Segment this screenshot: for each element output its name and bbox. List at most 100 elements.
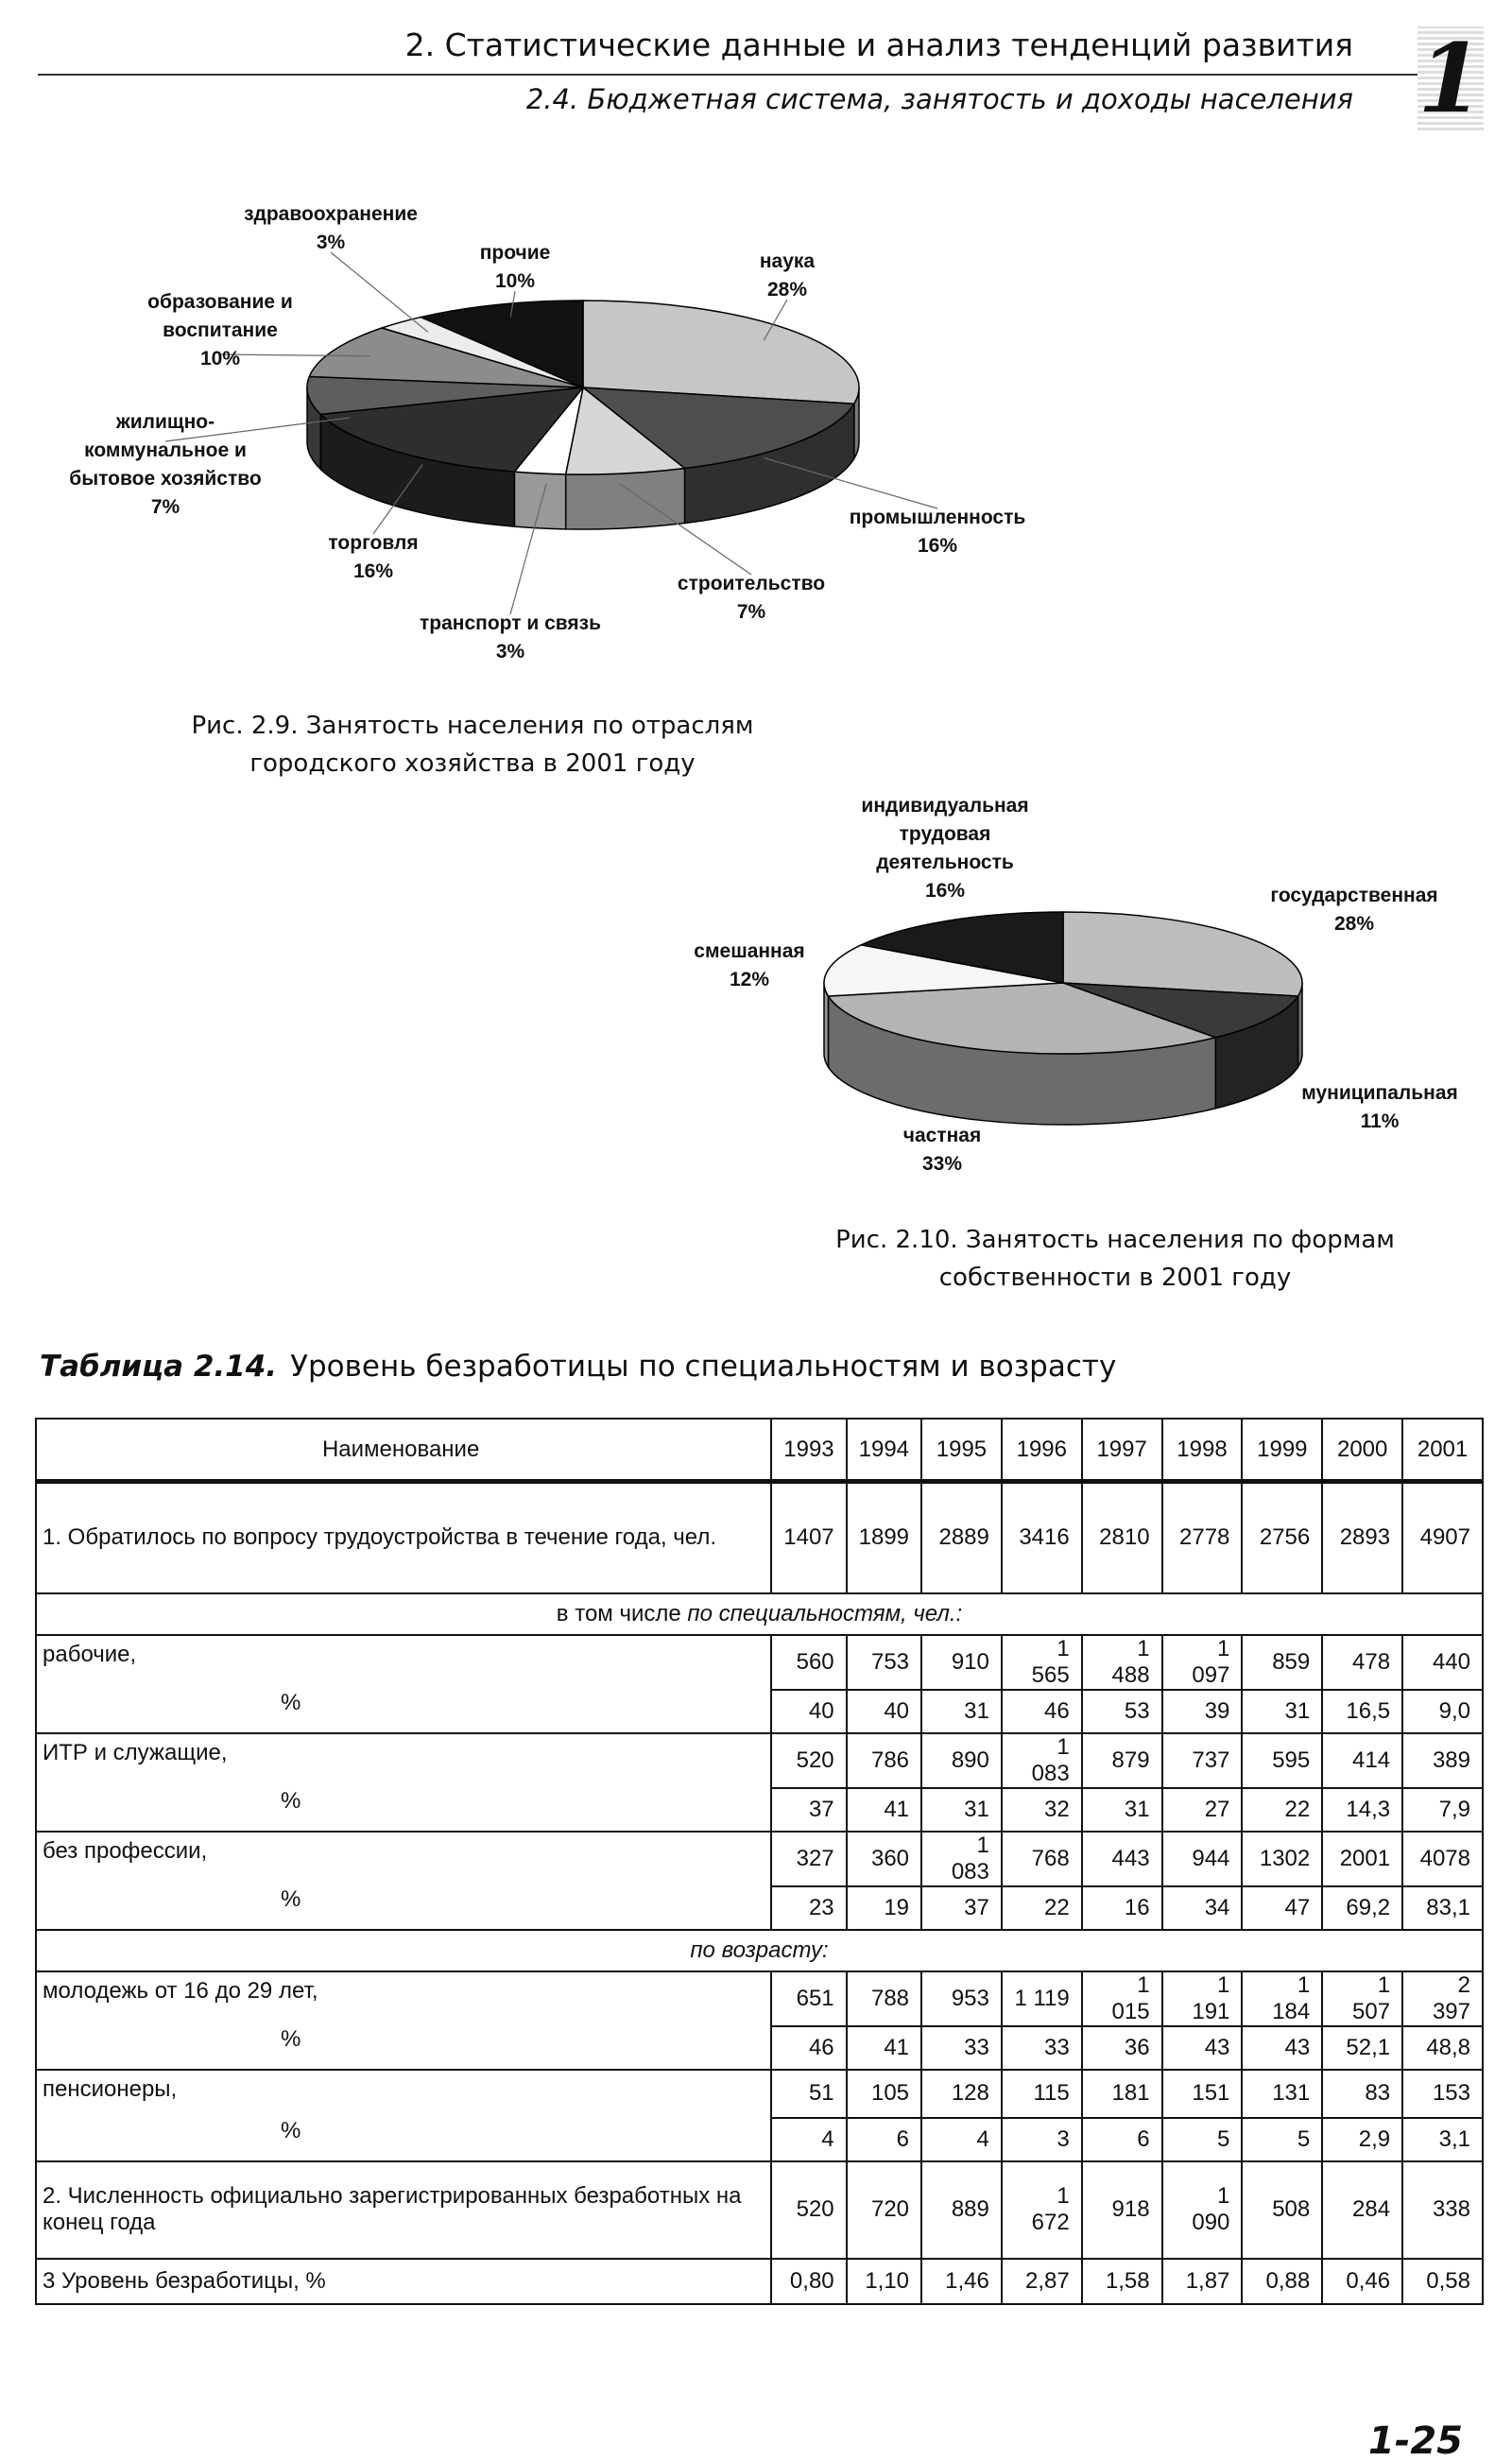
cell: 1302 <box>1241 1830 1324 1887</box>
figure-caption: Рис. 2.10. Занятость населения по формам… <box>835 1226 1395 1292</box>
cell: 3,1 <box>1401 2116 1484 2162</box>
row-unit: % <box>34 2117 773 2162</box>
cell: 43 <box>1160 2024 1244 2071</box>
pie-label-name: наука <box>759 250 816 272</box>
cell: 1 565 <box>1000 1633 1083 1691</box>
pie-label-name: транспорт и связь <box>420 612 601 634</box>
cell: 1 184 <box>1241 1970 1324 2027</box>
cell: 9,0 <box>1401 1688 1484 1734</box>
cell: 2810 <box>1080 1480 1163 1594</box>
pie-label: наука 28% <box>679 248 896 304</box>
cell: 40 <box>770 1688 848 1734</box>
cell: 128 <box>920 2068 1003 2119</box>
table-row: молодежь от 16 до 29 лет, 651 788 953 1 119 1… <box>34 1970 1484 2027</box>
pie-label: муниципальная 11% <box>1271 1079 1488 1136</box>
table-row: % 46 41 33 33 36 43 43 52,1 48,8 <box>34 2024 1484 2071</box>
cell: 43 <box>1241 2024 1324 2071</box>
section-label: по возрасту: <box>35 1928 1484 1972</box>
cell: 910 <box>920 1633 1003 1691</box>
page-number: 1-25 <box>1367 2419 1463 2461</box>
cell: 7,9 <box>1401 1786 1484 1833</box>
cell: 2001 <box>1321 1830 1404 1887</box>
pie-label-name: строительство <box>677 573 826 594</box>
cell: 31 <box>1241 1688 1324 1734</box>
cell: 23 <box>770 1884 848 1931</box>
cell: 33 <box>1000 2024 1083 2071</box>
cell: 1 083 <box>920 1830 1003 1887</box>
cell: 41 <box>845 2024 923 2071</box>
pie-slice <box>318 387 585 473</box>
section-row: по возрасту: <box>35 1928 1484 1972</box>
cell: 1,87 <box>1160 2257 1244 2305</box>
row-label: рабочие, <box>34 1633 773 1690</box>
pie-label: частная 33% <box>833 1122 1051 1179</box>
pie-label-name: смешанная <box>694 940 805 962</box>
pie-label-value: 10% <box>494 270 536 292</box>
cell: 2889 <box>920 1480 1003 1594</box>
cell: 40 <box>845 1688 923 1734</box>
cell: 27 <box>1160 1786 1244 1833</box>
pie-label: смешанная 12% <box>641 938 858 994</box>
cell: 520 <box>770 1731 848 1789</box>
pie-slice <box>308 327 584 388</box>
cell: 31 <box>920 1688 1003 1734</box>
cell: 115 <box>1000 2068 1083 2119</box>
cell: 918 <box>1080 2160 1163 2260</box>
pie-label-value: 3% <box>495 641 525 663</box>
cell: 31 <box>1080 1786 1163 1833</box>
cell: 151 <box>1160 2068 1244 2119</box>
cell: 4 <box>920 2116 1003 2162</box>
cell: 786 <box>845 1731 923 1789</box>
leader-line <box>164 417 350 442</box>
pie-label: образование и воспитание 10% <box>112 288 329 373</box>
cell: 0,58 <box>1401 2257 1484 2305</box>
pie-slice <box>306 375 584 416</box>
cell: 508 <box>1241 2160 1324 2260</box>
row-unit: % <box>34 2025 773 2071</box>
table-title: Таблица 2.14. Уровень безработицы по спец… <box>40 1350 1116 1384</box>
cell: 16,5 <box>1321 1688 1404 1734</box>
cell: 5 <box>1241 2116 1324 2162</box>
section-title: 2.4. Бюджетная система, занятость и дохо… <box>525 83 1353 115</box>
table-row: без профессии, 327 360 1 083 768 443 944 1302 20… <box>34 1830 1484 1887</box>
cell: 1,58 <box>1080 2257 1163 2305</box>
cell: 83 <box>1321 2068 1404 2119</box>
cell: 83,1 <box>1401 1884 1484 1931</box>
cell: 2,87 <box>1000 2257 1083 2305</box>
cell: 1,46 <box>920 2257 1003 2305</box>
column-header: 1993 <box>770 1418 848 1484</box>
table-row: % 23 19 37 22 16 34 47 69,2 83,1 <box>34 1884 1484 1931</box>
cell: 327 <box>770 1830 848 1887</box>
pie-label-value: 28% <box>1333 913 1375 935</box>
pie-label: индивидуальная трудовая деятельность 16% <box>836 792 1054 905</box>
table-row: % 37 41 31 32 31 27 22 14,3 7,9 <box>34 1786 1484 1833</box>
cell: 36 <box>1080 2024 1163 2071</box>
table-caption: Уровень безработицы по специальностям и … <box>290 1350 1117 1384</box>
cell: 1 119 <box>1000 1970 1083 2027</box>
column-header: Наименование <box>34 1418 773 1484</box>
row-label: 1. Обратилось по вопросу трудоустройства… <box>34 1480 773 1594</box>
leader-line <box>764 456 938 509</box>
pie-slice <box>1062 982 1299 1039</box>
leader-line <box>509 290 516 318</box>
cell: 788 <box>845 1970 923 2027</box>
pie-label-name: государственная <box>1270 885 1438 906</box>
row-unit: % <box>34 1885 773 1931</box>
leader-line <box>763 299 788 341</box>
cell: 105 <box>845 2068 923 2119</box>
cell: 32 <box>1000 1786 1083 1833</box>
cell: 6 <box>845 2116 923 2162</box>
pie-label: строительство 7% <box>643 570 860 627</box>
pie-label-name: муниципальная <box>1301 1082 1458 1104</box>
pie-label-name: образование и воспитание <box>147 291 293 341</box>
leader-line <box>509 483 547 615</box>
cell: 2778 <box>1160 1480 1244 1594</box>
header-row: Наименование 1993 1994 1995 1996 1997 1998 1999… <box>34 1418 1484 1484</box>
pie-label-name: жилищно-коммунальное и бытовое хозяйство <box>69 411 262 490</box>
table-row: 2. Численность официально зарегистрирова… <box>34 2160 1484 2260</box>
cell: 1 015 <box>1080 1970 1163 2027</box>
pie-slice <box>582 300 860 405</box>
table-row: % 4 6 4 3 6 5 5 2,9 3,1 <box>34 2116 1484 2162</box>
cell: 4 <box>770 2116 848 2162</box>
